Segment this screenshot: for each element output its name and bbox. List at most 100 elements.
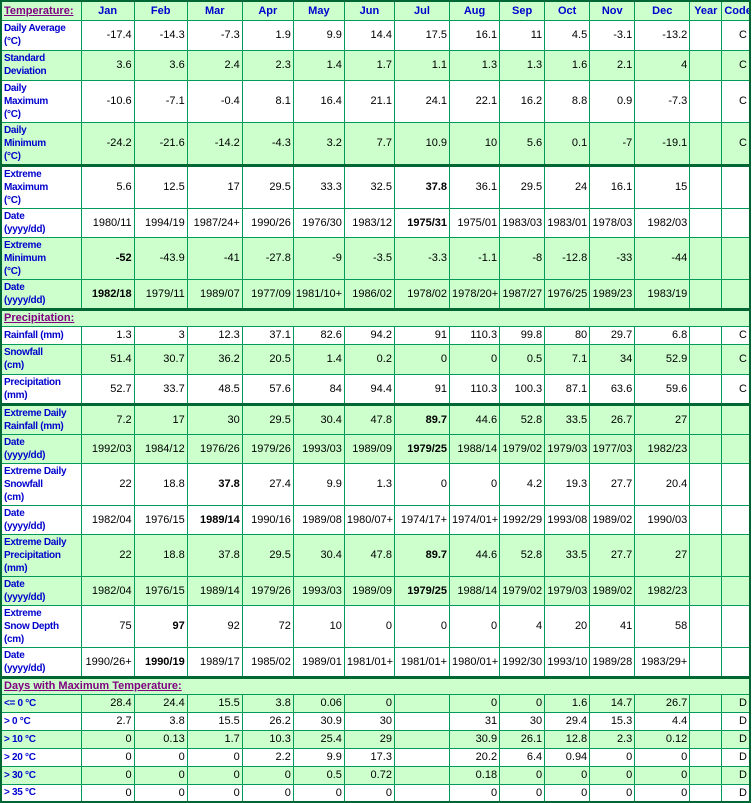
value-cell: 20.5 <box>241 343 294 375</box>
value-cell: 0 <box>80 747 135 767</box>
value-cell: 1983/03 <box>499 207 546 238</box>
column-header-sep: Sep <box>499 0 546 21</box>
value-cell: 31 <box>449 711 501 731</box>
code-cell: C <box>721 49 751 81</box>
value-cell: 1983/19 <box>634 278 691 310</box>
value-cell: 1.3 <box>80 325 135 345</box>
section-header-days-with-maximum-temperature[interactable]: Days with Maximum Temperature: <box>0 675 751 695</box>
value-cell: 30.4 <box>292 533 345 577</box>
value-cell: 26.7 <box>589 402 636 435</box>
value-cell: 1984/12 <box>133 433 188 464</box>
value-cell: 16.4 <box>292 79 345 123</box>
year-cell <box>689 604 723 648</box>
value-cell: 44.6 <box>449 533 501 577</box>
year-cell <box>689 533 723 577</box>
value-cell: 3.6 <box>133 49 188 81</box>
value-cell: -1.1 <box>449 236 501 280</box>
value-cell: 4 <box>499 604 546 648</box>
value-cell: 1.7 <box>186 729 243 749</box>
value-cell: 8.1 <box>241 79 294 123</box>
year-cell <box>689 729 723 749</box>
value-cell: 1985/02 <box>241 646 294 678</box>
value-cell: -44 <box>634 236 691 280</box>
code-cell <box>721 575 751 606</box>
value-cell: 0.5 <box>292 765 345 785</box>
value-cell: 30.9 <box>449 729 501 749</box>
value-cell: 1982/04 <box>80 504 135 535</box>
row-label-extreme-snow-depth-cm: Extreme Snow Depth (cm) <box>0 604 82 648</box>
value-cell: -3.3 <box>393 236 451 280</box>
value-cell: 14.4 <box>343 19 395 51</box>
value-cell: 30.4 <box>292 402 345 435</box>
value-cell: 1981/01+ <box>393 646 451 678</box>
year-cell <box>689 373 723 405</box>
value-cell: 1979/02 <box>499 575 546 606</box>
value-cell: 1979/25 <box>393 433 451 464</box>
value-cell: 22 <box>80 462 135 506</box>
value-cell: 2.2 <box>241 747 294 767</box>
value-cell <box>393 765 451 785</box>
code-cell: C <box>721 121 751 166</box>
value-cell: 0 <box>589 747 636 767</box>
value-cell: 0.13 <box>133 729 188 749</box>
value-cell: 32.5 <box>343 163 395 209</box>
value-cell: 2.3 <box>241 49 294 81</box>
value-cell: 1988/14 <box>449 433 501 464</box>
value-cell: 57.6 <box>241 373 294 405</box>
value-cell: 1989/09 <box>343 433 395 464</box>
value-cell: 47.8 <box>343 402 395 435</box>
value-cell: 1976/30 <box>292 207 345 238</box>
value-cell: 33.5 <box>544 402 591 435</box>
value-cell: 0 <box>186 765 243 785</box>
value-cell: 0 <box>634 747 691 767</box>
value-cell: 47.8 <box>343 533 395 577</box>
year-cell <box>689 504 723 535</box>
value-cell: -12.8 <box>544 236 591 280</box>
value-cell: 0 <box>449 783 501 803</box>
column-header-dec: Dec <box>634 0 691 21</box>
value-cell: 18.8 <box>133 462 188 506</box>
value-cell: 1983/29+ <box>634 646 691 678</box>
code-cell: D <box>721 765 751 785</box>
row-label-20-c: > 20 °C <box>0 747 82 767</box>
section-header-temperature[interactable]: Temperature: <box>0 0 82 21</box>
row-label-rainfall-mm: Rainfall (mm) <box>0 325 82 345</box>
year-cell <box>689 765 723 785</box>
value-cell: 0.2 <box>343 343 395 375</box>
value-cell: 1981/10+ <box>292 278 345 310</box>
value-cell: 16.2 <box>499 79 546 123</box>
value-cell: 1980/01+ <box>449 646 501 678</box>
value-cell: 15.3 <box>589 711 636 731</box>
value-cell: 1979/03 <box>544 575 591 606</box>
code-cell <box>721 533 751 577</box>
value-cell: 1989/09 <box>343 575 395 606</box>
value-cell: 1993/03 <box>292 433 345 464</box>
value-cell: 3.8 <box>133 711 188 731</box>
code-cell <box>721 604 751 648</box>
value-cell: 75 <box>80 604 135 648</box>
value-cell: 9.9 <box>292 19 345 51</box>
value-cell: 1.4 <box>292 343 345 375</box>
year-cell <box>689 783 723 803</box>
value-cell: 1989/01 <box>292 646 345 678</box>
value-cell: -7.3 <box>186 19 243 51</box>
column-header-code: Code <box>721 0 751 21</box>
code-cell <box>721 646 751 678</box>
section-header-precipitation[interactable]: Precipitation: <box>0 307 751 327</box>
value-cell: 1979/03 <box>544 433 591 464</box>
value-cell: 37.8 <box>393 163 451 209</box>
value-cell: 30 <box>499 711 546 731</box>
value-cell: 1.7 <box>343 49 395 81</box>
code-cell <box>721 433 751 464</box>
value-cell: 1994/19 <box>133 207 188 238</box>
value-cell: 0 <box>544 783 591 803</box>
value-cell: -43.9 <box>133 236 188 280</box>
column-header-jun: Jun <box>343 0 395 21</box>
year-cell <box>689 747 723 767</box>
value-cell: 1982/04 <box>80 575 135 606</box>
value-cell: -33 <box>589 236 636 280</box>
value-cell: 7.1 <box>544 343 591 375</box>
value-cell: 0.5 <box>499 343 546 375</box>
value-cell: 17.5 <box>393 19 451 51</box>
